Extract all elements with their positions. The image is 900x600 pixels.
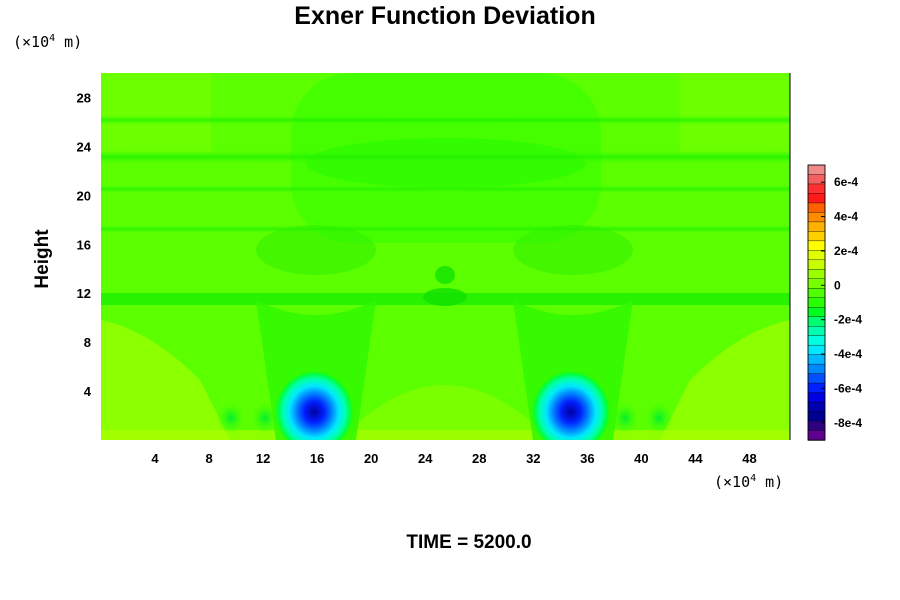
colorbar-segment bbox=[807, 430, 826, 441]
colorbar-label: 4e-4 bbox=[834, 210, 858, 224]
colorbar-segment bbox=[807, 288, 826, 299]
field-band bbox=[101, 185, 790, 193]
colorbar-segment bbox=[807, 335, 826, 346]
colorbar-segment bbox=[807, 316, 826, 327]
colorbar-segment bbox=[807, 307, 826, 318]
x-tick-labels: 4 8 12 16 20 24 28 32 36 40 44 48 bbox=[151, 451, 756, 466]
x-tick-label: 20 bbox=[364, 451, 378, 466]
x-tick-label: 4 bbox=[151, 451, 159, 466]
colorbar-segment bbox=[807, 278, 826, 289]
field-feature bbox=[217, 402, 245, 434]
colorbar-label: -8e-4 bbox=[834, 416, 862, 430]
x-tick-label: 16 bbox=[310, 451, 324, 466]
x-tick-label: 32 bbox=[526, 451, 540, 466]
field-region bbox=[101, 320, 230, 440]
field-feature bbox=[611, 402, 639, 434]
colorbar bbox=[807, 164, 826, 441]
colorbar-label: 0 bbox=[834, 278, 841, 292]
y-tick-labels: 4 8 12 16 20 24 28 bbox=[77, 90, 92, 399]
y-tick-label: 16 bbox=[77, 237, 91, 252]
colorbar-label: 6e-4 bbox=[834, 175, 858, 189]
colorbar-segment bbox=[807, 250, 826, 261]
field-band bbox=[101, 430, 790, 440]
contour-field bbox=[101, 73, 790, 440]
colorbar-segment bbox=[807, 221, 826, 233]
colorbar-segment bbox=[807, 269, 826, 280]
y-tick-label: 4 bbox=[84, 384, 92, 399]
x-tick-label: 36 bbox=[580, 451, 594, 466]
colorbar-label: -2e-4 bbox=[834, 313, 862, 327]
field-region bbox=[513, 225, 633, 275]
colorbar-segment bbox=[807, 297, 826, 308]
field-feature bbox=[435, 266, 455, 284]
y-tick-label: 20 bbox=[77, 188, 91, 203]
chart-title: Exner Function Deviation bbox=[294, 2, 596, 30]
colorbar-frame bbox=[807, 164, 826, 441]
colorbar-label: -4e-4 bbox=[834, 347, 862, 361]
colorbar-segment bbox=[807, 259, 826, 271]
y-unit-label: (×104 m) bbox=[13, 33, 83, 51]
field-region bbox=[101, 73, 211, 153]
colorbar-labels: 6e-4 4e-4 2e-4 0 -2e-4 -4e-4 -6e-4 -8e-4 bbox=[821, 175, 862, 430]
colorbar-segment bbox=[807, 411, 826, 422]
colorbar-segment bbox=[807, 240, 826, 252]
low-minimum-1 bbox=[274, 369, 355, 440]
colorbar-segment bbox=[807, 212, 826, 223]
colorbar-segment bbox=[807, 392, 826, 403]
field-region bbox=[680, 73, 790, 153]
x-tick-label: 8 bbox=[205, 451, 212, 466]
colorbar-segment bbox=[807, 164, 826, 176]
x-tick-label: 28 bbox=[472, 451, 486, 466]
y-tick-label: 28 bbox=[77, 90, 91, 105]
y-tick-label: 12 bbox=[77, 286, 91, 301]
field-feature bbox=[423, 288, 467, 306]
colorbar-segment bbox=[807, 354, 826, 365]
y-tick-label: 24 bbox=[77, 139, 92, 154]
x-tick-label: 48 bbox=[742, 451, 756, 466]
colorbar-segment bbox=[807, 373, 826, 384]
y-tick-label: 8 bbox=[84, 335, 91, 350]
colorbar-segment bbox=[807, 174, 826, 185]
field-feature bbox=[645, 402, 673, 434]
field-band bbox=[101, 225, 790, 233]
x-tick-label: 44 bbox=[688, 451, 703, 466]
field-region bbox=[256, 225, 376, 275]
field-band bbox=[101, 115, 790, 125]
x-unit-label: (×104 m) bbox=[714, 473, 784, 491]
field-region bbox=[660, 320, 790, 440]
colorbar-segment bbox=[807, 202, 826, 214]
colorbar-segment bbox=[807, 231, 826, 242]
x-tick-label: 12 bbox=[256, 451, 270, 466]
field-band bbox=[101, 150, 790, 164]
field-feature bbox=[251, 402, 279, 434]
colorbar-label: 2e-4 bbox=[834, 244, 858, 258]
colorbar-segment bbox=[807, 326, 826, 337]
low-minimum-2 bbox=[530, 369, 611, 440]
time-label: TIME = 5200.0 bbox=[406, 532, 532, 553]
colorbar-segment bbox=[807, 363, 826, 375]
x-tick-label: 40 bbox=[634, 451, 648, 466]
colorbar-segment bbox=[807, 183, 826, 195]
colorbar-segment bbox=[807, 401, 826, 413]
colorbar-segment bbox=[807, 193, 826, 204]
field-region bbox=[340, 385, 550, 440]
colorbar-label: -6e-4 bbox=[834, 381, 862, 395]
x-tick-label: 24 bbox=[418, 451, 433, 466]
